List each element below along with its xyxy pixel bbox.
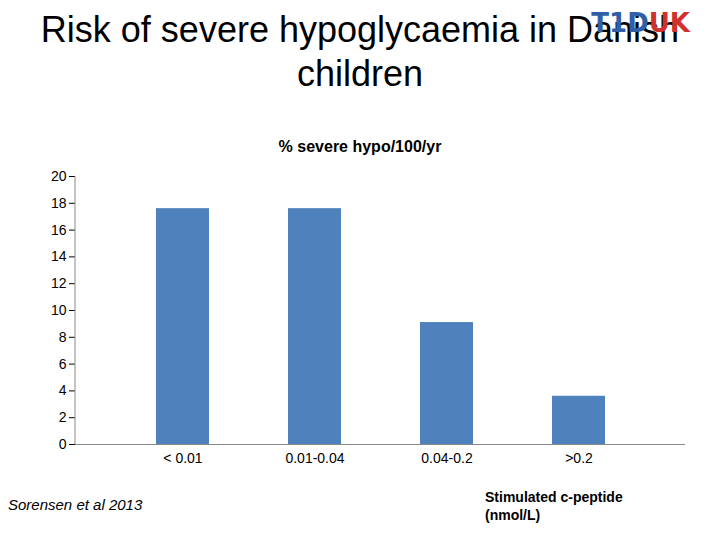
svg-text:20: 20: [51, 168, 67, 184]
svg-text:18: 18: [51, 195, 67, 211]
svg-text:0.01-0.04: 0.01-0.04: [285, 450, 344, 466]
svg-text:14: 14: [51, 248, 67, 264]
html-text:% severe hypo/100/yr: % severe hypo/100/yr: [278, 138, 442, 155]
svg-text:12: 12: [51, 275, 67, 291]
svg-text:< 0.01: < 0.01: [163, 450, 203, 466]
svg-text:2: 2: [59, 409, 67, 425]
svg-text:6: 6: [59, 356, 67, 372]
svg-text:0.04-0.2: 0.04-0.2: [421, 450, 473, 466]
svg-text:4: 4: [59, 382, 67, 398]
svg-text:>0.2: >0.2: [565, 450, 593, 466]
svg-text:0: 0: [59, 436, 67, 452]
svg-text:10: 10: [51, 302, 67, 318]
html-text:Stimulated c-peptide (nmol/L): Stimulated c-peptide (nmol/L): [485, 489, 623, 523]
svg-text:8: 8: [59, 329, 67, 345]
html-text:T1D UK: T1D UK: [591, 8, 690, 38]
svg-text:16: 16: [51, 222, 67, 238]
html-text:Sorensen et al 2013: Sorensen et al 2013: [8, 496, 143, 513]
html-text:Risk of severe hypoglycaemia i: Risk of severe hypoglycaemia in Danish c…: [40, 9, 680, 94]
